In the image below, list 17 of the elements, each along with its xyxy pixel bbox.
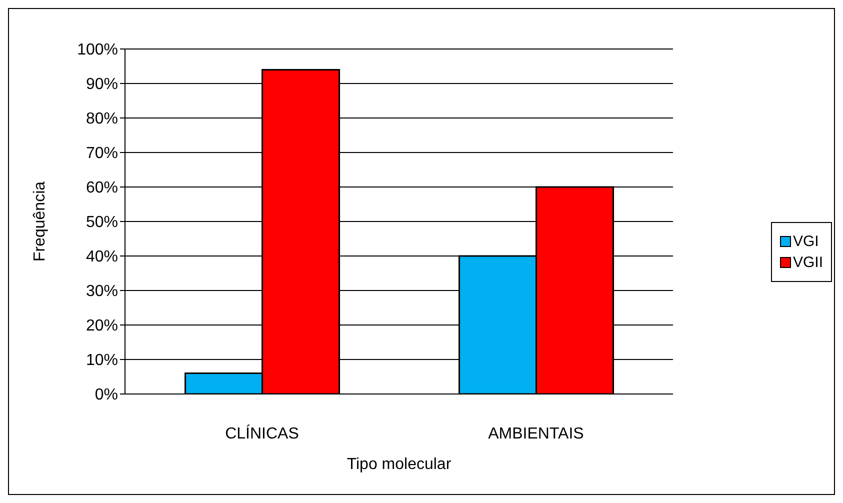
y-tick-label: 10% bbox=[86, 352, 118, 370]
y-tick-label: 90% bbox=[86, 76, 118, 94]
y-tick-label: 80% bbox=[86, 110, 118, 128]
legend-label: VGII bbox=[792, 254, 823, 270]
x-tick-label: CLÍNICAS bbox=[225, 424, 299, 442]
x-tick-label: AMBIENTAIS bbox=[488, 425, 584, 442]
legend-label: VGI bbox=[792, 232, 819, 250]
y-tick-label: 100% bbox=[77, 42, 118, 59]
y-tick-label: 50% bbox=[86, 214, 118, 232]
x-axis-title: Tipo molecular bbox=[346, 456, 452, 473]
y-tick-label: 20% bbox=[86, 318, 118, 335]
y-axis-title: Frequência bbox=[32, 181, 49, 262]
y-tick-label: 40% bbox=[86, 248, 118, 266]
y-tick-label: 30% bbox=[86, 283, 118, 300]
y-tick-label: 70% bbox=[86, 145, 118, 162]
y-tick-label: 60% bbox=[86, 180, 118, 197]
y-tick-label: 0% bbox=[94, 386, 118, 404]
